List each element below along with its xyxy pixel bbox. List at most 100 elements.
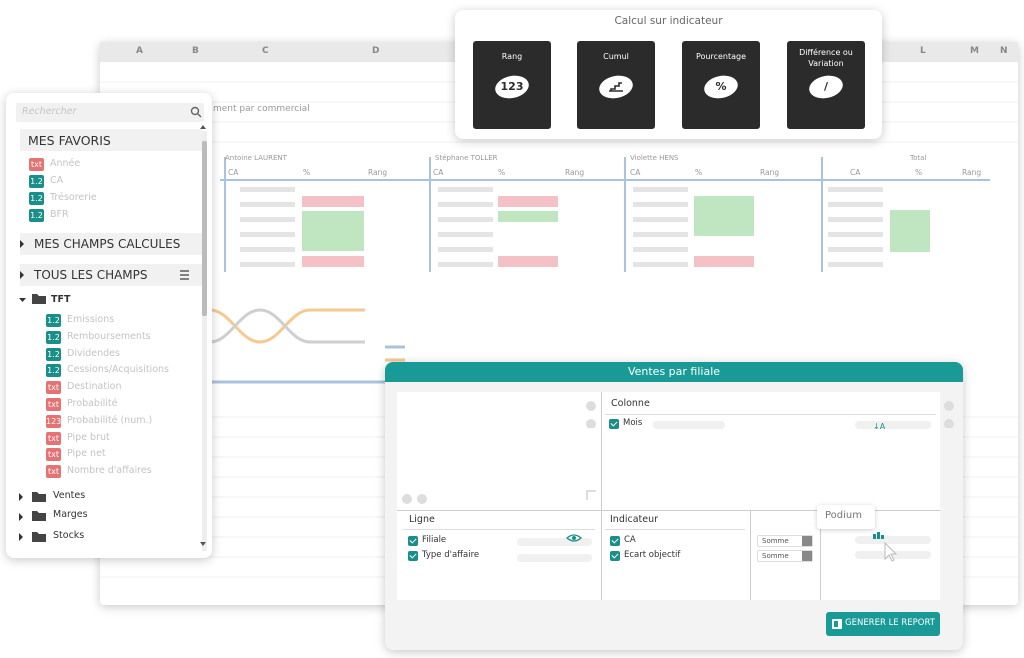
type-badge: txt bbox=[46, 398, 61, 411]
field-label[interactable]: Dividendes bbox=[67, 347, 120, 359]
search-placeholder: Rechercher bbox=[22, 106, 77, 117]
card-label: Rang bbox=[501, 52, 523, 61]
field-label[interactable]: Trésorerie bbox=[50, 192, 97, 203]
field-label[interactable]: BFR bbox=[50, 209, 69, 220]
card-symbol: % bbox=[715, 80, 727, 93]
field-label[interactable]: Remboursements bbox=[67, 330, 151, 342]
column-letter: N bbox=[1000, 46, 1008, 56]
field-label: CA bbox=[624, 535, 636, 545]
column-letter: L bbox=[920, 46, 926, 56]
indicator-title: Indicateur bbox=[610, 514, 659, 525]
popup-title: Calcul sur indicateur bbox=[614, 15, 723, 27]
report-title: Ventes par filiale bbox=[627, 365, 721, 378]
type-badge: txt bbox=[46, 381, 61, 395]
checkbox[interactable] bbox=[408, 536, 418, 546]
scrollbar[interactable] bbox=[202, 131, 207, 551]
field-label[interactable]: Pipe net bbox=[67, 448, 106, 460]
column-header: Rang bbox=[368, 168, 388, 177]
column-header: Rang bbox=[760, 168, 780, 177]
column-letter: A bbox=[136, 46, 143, 56]
type-badge: 1.2 bbox=[46, 364, 61, 378]
type-badge: 1.2 bbox=[46, 314, 61, 327]
column-header: % bbox=[915, 168, 923, 177]
card-icon-shape bbox=[495, 75, 529, 99]
card-label: Pourcentage bbox=[695, 52, 747, 61]
calculated-header[interactable]: MES CHAMPS CALCULES bbox=[20, 233, 202, 255]
column-letter: M bbox=[970, 46, 979, 56]
column-letter: B bbox=[192, 46, 199, 56]
pivot-fields: Mois Filiale Type d'affaire CA Ecart objecti… bbox=[397, 392, 940, 600]
group-name: Stéphane TOLLER bbox=[435, 154, 498, 162]
card-symbol: / bbox=[823, 80, 829, 93]
group-name: Antoine LAURENT bbox=[225, 154, 287, 162]
card-icon-shape bbox=[809, 75, 843, 99]
section-title: MES CHAMPS CALCULES bbox=[34, 237, 181, 251]
card-icon-shape bbox=[704, 75, 738, 99]
column-header: % bbox=[498, 168, 506, 177]
sheet-subtitle: ment par commercial bbox=[213, 104, 310, 114]
field-label[interactable]: Nombre d'affaires bbox=[67, 465, 152, 477]
field-label[interactable]: Cessions/Acquisitions bbox=[67, 364, 169, 376]
indicator-card[interactable]: Cumul bbox=[577, 41, 655, 129]
type-badge: txt bbox=[46, 465, 61, 479]
row-title: Ligne bbox=[409, 514, 435, 525]
field-label[interactable]: CA bbox=[50, 175, 64, 186]
checkbox[interactable] bbox=[610, 551, 620, 561]
checkbox[interactable] bbox=[610, 536, 620, 546]
field-label: Type d'affaire bbox=[422, 550, 480, 560]
type-badge: txt bbox=[46, 431, 61, 445]
field-label: Mois bbox=[623, 418, 643, 428]
section-title: TOUS LES CHAMPS bbox=[34, 268, 148, 282]
search-box[interactable]: Rechercher bbox=[16, 103, 204, 122]
field-label[interactable]: Probabilité (num.) bbox=[67, 414, 153, 426]
column-header: % bbox=[303, 168, 311, 177]
indicator-card[interactable]: Différence ou Variation / bbox=[787, 41, 865, 129]
card-icon: / bbox=[807, 75, 845, 99]
report-header: Ventes par filiale bbox=[385, 362, 963, 382]
column-header: % bbox=[695, 168, 703, 177]
folder-label[interactable]: Marges bbox=[53, 509, 88, 520]
section-title: MES FAVORIS bbox=[28, 133, 111, 148]
group-name: Violette HENS bbox=[630, 154, 679, 162]
card-label: Cumul bbox=[603, 52, 629, 61]
favorites-header[interactable]: MES FAVORIS bbox=[20, 129, 202, 151]
column-letter: C bbox=[262, 46, 269, 56]
field-label[interactable]: Pipe brut bbox=[67, 431, 110, 443]
field-label[interactable]: Année bbox=[50, 158, 81, 169]
all-fields-header[interactable]: TOUS LES CHAMPS bbox=[20, 264, 202, 286]
card-icon bbox=[597, 75, 635, 99]
folder-label[interactable]: TFT bbox=[51, 294, 71, 305]
column-title: Colonne bbox=[611, 398, 650, 409]
type-badge: 1.2 bbox=[46, 330, 61, 344]
group-name: Total bbox=[910, 154, 927, 162]
column-header: Rang bbox=[962, 168, 982, 177]
indicator-card[interactable]: Rang 123 bbox=[473, 41, 551, 129]
card-icon-shape bbox=[599, 75, 633, 99]
column-header: CA bbox=[630, 168, 641, 177]
checkbox[interactable] bbox=[408, 551, 418, 561]
aggregation-select[interactable]: Somme bbox=[757, 535, 813, 547]
field-label: Filiale bbox=[422, 535, 447, 545]
field-label: Ecart objectif bbox=[624, 550, 681, 560]
field-label[interactable]: Probabilité bbox=[67, 398, 118, 409]
calc-popup: Calcul sur indicateur Rang 123 Cumul Pource… bbox=[455, 10, 882, 139]
column-header: Rang bbox=[565, 168, 585, 177]
folder-label[interactable]: Ventes bbox=[53, 490, 86, 501]
type-badge: 1.2 bbox=[46, 347, 61, 361]
type-badge: 123 bbox=[46, 414, 62, 428]
checkbox[interactable] bbox=[609, 419, 619, 429]
folder-label[interactable]: Stocks bbox=[53, 530, 85, 541]
field-label[interactable]: Destination bbox=[67, 381, 122, 393]
aggregation-select[interactable]: Somme bbox=[757, 550, 813, 562]
field-panel: Rechercher MES FAVORIS MES CHAMPS CALCUL… bbox=[6, 93, 212, 558]
column-header: CA bbox=[850, 168, 861, 177]
tooltip-text: Podium bbox=[825, 510, 862, 521]
indicator-card[interactable]: Pourcentage% bbox=[682, 41, 760, 129]
field-label[interactable]: Emissions bbox=[67, 314, 115, 325]
search-icon bbox=[190, 106, 202, 118]
generate-button[interactable]: GENERER LE REPORT bbox=[826, 612, 940, 636]
report-panel: Ventes par filiale Colonne Ligne Indicat… bbox=[385, 362, 963, 650]
svg-text:↓A: ↓A bbox=[873, 422, 886, 431]
type-badge: 1.2 bbox=[29, 175, 44, 188]
